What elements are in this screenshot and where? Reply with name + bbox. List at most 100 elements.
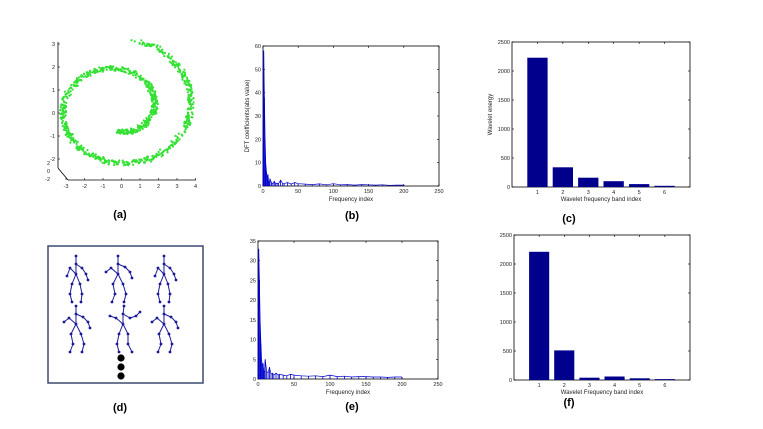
a-scatter-point bbox=[76, 79, 79, 82]
skeleton-joint bbox=[162, 304, 166, 308]
a-scatter-point bbox=[191, 103, 194, 106]
a-scatter-point bbox=[156, 153, 160, 156]
skeleton-joint bbox=[86, 278, 90, 282]
a-scatter-point bbox=[135, 129, 138, 132]
a-scatter-point bbox=[77, 76, 80, 79]
f-y-tick-label: 1000 bbox=[500, 320, 512, 326]
skeleton-joint bbox=[84, 272, 88, 276]
a-scatter-point bbox=[78, 146, 81, 149]
a-scatter-point bbox=[181, 74, 184, 77]
a-scatter-point bbox=[147, 84, 150, 87]
skeleton-figure bbox=[153, 254, 178, 304]
a-scatter-point bbox=[154, 100, 157, 103]
skeleton-bone bbox=[69, 267, 77, 275]
f-bar-2 bbox=[554, 350, 575, 380]
a-scatter-point bbox=[150, 158, 153, 161]
a-scatter-point bbox=[149, 92, 152, 95]
a-scatter-point bbox=[70, 83, 73, 87]
skeleton-bone bbox=[167, 283, 171, 295]
f-x-tick-label: 6 bbox=[663, 383, 666, 389]
a-scatter-point bbox=[155, 106, 158, 109]
a-scatter-point bbox=[64, 114, 67, 117]
b-x-tick-label: 200 bbox=[399, 189, 408, 195]
a-scatter-point bbox=[121, 66, 124, 69]
skeleton-joint bbox=[68, 266, 72, 270]
a-scatter-point bbox=[184, 128, 187, 131]
skeleton-bone bbox=[122, 283, 127, 295]
skeleton-joint bbox=[109, 266, 113, 270]
a-scatter-point bbox=[125, 131, 128, 134]
skeleton-joint bbox=[68, 350, 72, 354]
e-y-tick-label: 15 bbox=[250, 318, 256, 324]
a-scatter-point bbox=[139, 74, 142, 77]
a-scatter-point bbox=[137, 75, 140, 78]
a-scatter-point bbox=[145, 125, 148, 129]
a-scatter-point bbox=[144, 121, 147, 124]
a-scatter-point bbox=[75, 142, 78, 145]
a-scatter-point bbox=[138, 42, 141, 45]
a-scatter-point bbox=[65, 131, 69, 134]
skeleton-joint bbox=[110, 300, 114, 304]
a-scatter-point bbox=[93, 71, 96, 74]
a-scatter-point bbox=[167, 56, 171, 59]
skeleton-joint bbox=[172, 272, 176, 276]
e-y-tick-label: 35 bbox=[250, 239, 256, 245]
a-scatter-point bbox=[62, 95, 65, 99]
skeleton-bone bbox=[69, 283, 73, 295]
skeleton-joint bbox=[67, 316, 71, 320]
skeleton-joint bbox=[70, 282, 74, 286]
a-scatter-point bbox=[157, 150, 160, 154]
skeleton-figure bbox=[108, 304, 142, 354]
skeleton-bone bbox=[110, 267, 119, 275]
a-scatter-point bbox=[177, 132, 180, 135]
a-scatter-point bbox=[72, 137, 75, 140]
a-scatter-point bbox=[141, 41, 144, 44]
a-scatter-point bbox=[134, 131, 137, 134]
skeleton-bone bbox=[112, 273, 119, 285]
a-scatter-point bbox=[155, 155, 158, 159]
a-scatter-point bbox=[121, 128, 124, 131]
f-y-tick-label: 1500 bbox=[500, 291, 512, 297]
skeleton-bone bbox=[80, 333, 85, 345]
skeleton-joint bbox=[162, 272, 166, 276]
a-scatter-point bbox=[64, 104, 67, 107]
a-scatter-point bbox=[82, 75, 85, 78]
skeleton-bone bbox=[157, 343, 162, 353]
a-scatter-point bbox=[187, 119, 190, 122]
skeleton-joint bbox=[159, 342, 163, 346]
c-bar-1 bbox=[527, 57, 548, 188]
a-scatter-point bbox=[150, 105, 153, 108]
skeleton-bone bbox=[112, 283, 116, 295]
a-y-tick-label: -1 bbox=[50, 134, 55, 140]
ellipsis-dot bbox=[117, 363, 125, 371]
e-y-tick-label: 20 bbox=[250, 298, 256, 304]
skeleton-bone bbox=[158, 323, 165, 335]
b-y-tick-label: 30 bbox=[255, 114, 261, 120]
a-scatter-point bbox=[88, 73, 92, 76]
a-scatter-point bbox=[85, 153, 88, 156]
a-scatter-point bbox=[176, 64, 179, 67]
skeleton-joint bbox=[167, 332, 171, 336]
skeleton-joint bbox=[156, 292, 160, 296]
a-scatter-point bbox=[163, 55, 166, 58]
c-bar-5 bbox=[629, 184, 650, 187]
skeleton-joint bbox=[176, 326, 180, 330]
a-scatter-point bbox=[158, 50, 161, 53]
skeleton-bone bbox=[154, 267, 159, 277]
skeleton-joint bbox=[82, 342, 86, 346]
a-scatter-point bbox=[192, 106, 195, 109]
a-scatter-point bbox=[145, 83, 148, 87]
a-x-tick-label: 0 bbox=[120, 184, 123, 190]
a-scatter-point bbox=[130, 39, 133, 42]
skeleton-bone bbox=[118, 323, 124, 335]
a-scatter-point bbox=[166, 151, 169, 154]
e-x-tick-label: 150 bbox=[361, 382, 370, 388]
skeleton-joint bbox=[79, 300, 83, 304]
a-scatter-point bbox=[131, 160, 134, 163]
a-scatter-point bbox=[69, 90, 72, 93]
a-scatter-point bbox=[145, 158, 148, 161]
a-scatter-point bbox=[116, 130, 119, 133]
a-scatter-point bbox=[70, 137, 73, 140]
a-scatter-point bbox=[168, 60, 171, 63]
a-scatter-point bbox=[147, 81, 150, 84]
